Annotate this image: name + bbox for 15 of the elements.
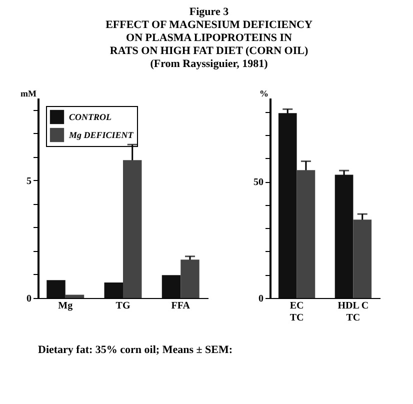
x-tick-label: Mg: [58, 300, 73, 312]
y-axis-title: mM: [20, 88, 37, 98]
x-tick-label: HDL C TC: [338, 300, 369, 324]
y-tick-label: 0: [26, 294, 32, 304]
y-tick-label: 0: [258, 294, 264, 304]
y-axis-title: %: [260, 88, 268, 98]
y-tick-label: 50: [254, 177, 264, 188]
legend-label: CONTROL: [69, 112, 112, 122]
x-tick-label: TG: [116, 300, 130, 312]
text: Dietary fat: 35% corn oil; Means ± SEM:: [38, 344, 233, 356]
chart-title: Figure 3 EFFECT OF MAGNESIUM DEFICIENCY ON PLASMA LIPOPROTEINS IN RATS ON HIGH FAT DIET (CORN OIL) (From Rayssiguier, 1981): [106, 6, 312, 70]
y-tick-label: 5: [26, 176, 32, 187]
x-tick-label: FFA: [171, 300, 191, 312]
legend-label: Mg DEFICIENT: [68, 130, 134, 140]
x-tick-label: EC TC: [290, 300, 304, 324]
